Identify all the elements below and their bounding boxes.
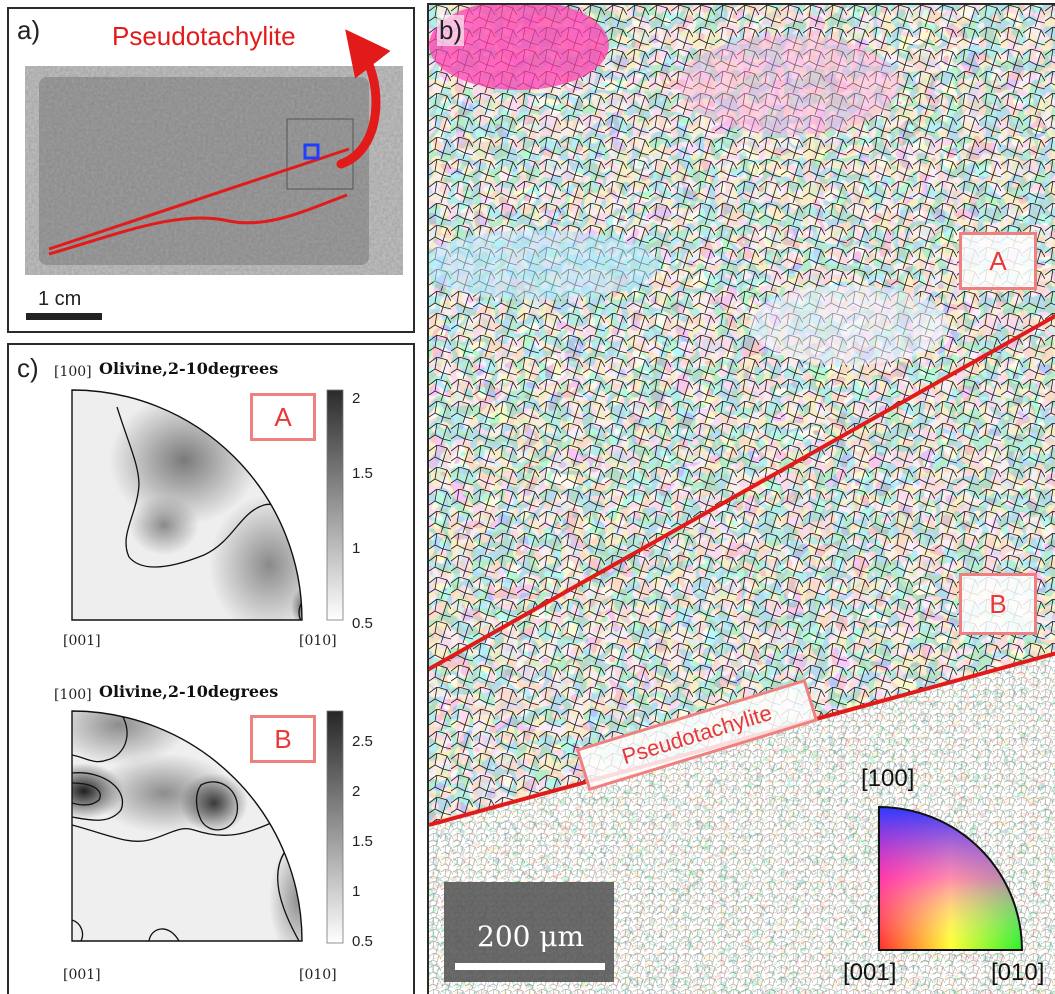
plot-a-dir-top: [100]: [54, 364, 92, 380]
plot-a-dir-left: [001]: [63, 633, 101, 649]
plot-b-colorbar: [326, 710, 344, 944]
plot-a-cb-tick: 0.5: [352, 615, 373, 632]
plot-b-cb-tick: 2.5: [352, 733, 373, 750]
plot-b-cb-tick: 1.5: [352, 833, 373, 850]
plot-b-dir-left: [001]: [63, 967, 101, 983]
plot-b-tag: B: [250, 715, 316, 763]
plot-b-dir-top: [100]: [54, 687, 92, 703]
region-a-box: A: [959, 232, 1037, 290]
scalebar-b-label: 200 μm: [477, 920, 585, 953]
panel-a-label: a): [17, 15, 41, 45]
ebsd-map: [429, 5, 1055, 994]
plot-a-cb-tick: 1.5: [352, 465, 373, 482]
vein-margin-upper: [429, 313, 1055, 671]
panel-c-label: c): [17, 353, 39, 383]
scalebar-a: [26, 313, 102, 320]
plot-b-cb-tick: 1: [352, 883, 361, 900]
plot-b-cb-tick: 2: [352, 783, 361, 800]
panel-b: b) A B Pseudotachylite 200 μm [100] [001…: [427, 3, 1055, 994]
plot-b-cb-tick: 0.5: [352, 933, 373, 950]
ipf-key-left-label: [001]: [843, 959, 897, 986]
panel-b-label: b): [437, 15, 465, 46]
ipf-color-key: [878, 805, 1024, 951]
plot-a-colorbar: [326, 389, 344, 621]
plot-a-cb-tick: 1: [352, 540, 361, 557]
plot-a-title: Olivine,2-10degrees: [99, 359, 279, 378]
sample-photo: [25, 29, 403, 320]
plot-a-tag: A: [250, 393, 316, 441]
plot-b-dir-right: [010]: [299, 967, 337, 983]
ipf-key-right-label: [010]: [991, 959, 1045, 986]
plot-a-cb-tick: 2: [352, 390, 361, 407]
ipf-key-top-label: [100]: [861, 765, 915, 792]
region-b-box: B: [959, 573, 1037, 635]
panel-c: c) [100] Olivine,2-10degrees: [7, 343, 415, 994]
scalebar-a-label: 1 cm: [38, 288, 82, 310]
plot-a-dir-right: [010]: [299, 633, 337, 649]
pseudotachylite-annotation: Pseudotachylite: [112, 21, 296, 51]
panel-a: a) Pseudotachylite 1 cm: [7, 7, 415, 333]
plot-b-title: Olivine,2-10degrees: [99, 682, 279, 701]
scalebar-b: [455, 963, 605, 970]
